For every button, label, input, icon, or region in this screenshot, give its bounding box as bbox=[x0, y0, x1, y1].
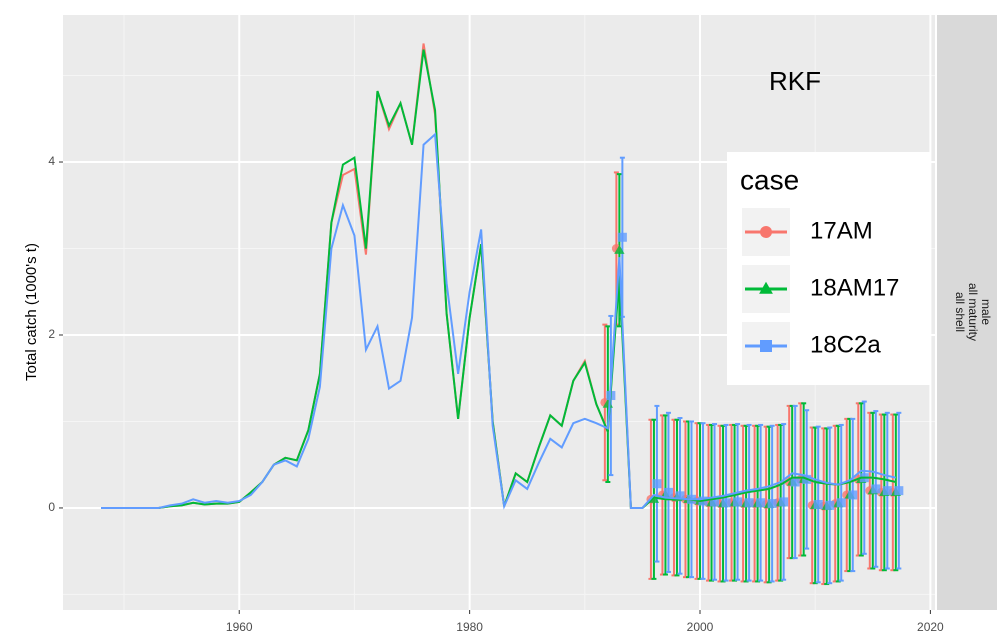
legend-label: 18C2a bbox=[810, 331, 881, 358]
y-axis-label: Total catch (1000's t) bbox=[23, 243, 40, 381]
point bbox=[825, 500, 835, 510]
x-tick-label: 1980 bbox=[456, 620, 483, 634]
legend-label: 17AM bbox=[810, 217, 873, 244]
point bbox=[710, 497, 720, 507]
point bbox=[848, 490, 858, 500]
point bbox=[744, 498, 754, 508]
point bbox=[663, 487, 673, 497]
strip-label: male bbox=[979, 299, 993, 325]
x-tick-label: 2000 bbox=[687, 620, 714, 634]
strip-label: all shell bbox=[953, 292, 967, 332]
y-tick-label: 0 bbox=[48, 500, 55, 514]
point bbox=[652, 479, 662, 489]
annotation: RKF bbox=[769, 66, 821, 96]
legend: case 17AM 18AM17 18C2a bbox=[727, 152, 930, 385]
point bbox=[733, 497, 743, 507]
grid bbox=[63, 15, 935, 610]
marks bbox=[101, 43, 904, 586]
y-tick-label: 2 bbox=[48, 327, 55, 341]
point bbox=[779, 497, 789, 507]
point bbox=[756, 498, 766, 508]
point bbox=[617, 232, 627, 242]
series-line bbox=[101, 132, 897, 510]
point bbox=[675, 491, 685, 501]
point bbox=[767, 499, 777, 509]
strip-label: all maturity bbox=[966, 283, 980, 341]
point bbox=[760, 226, 772, 238]
y-tick-label: 4 bbox=[48, 154, 55, 168]
point bbox=[882, 486, 892, 496]
point bbox=[721, 498, 731, 508]
point bbox=[759, 281, 773, 294]
legend-label: 18AM17 bbox=[810, 274, 899, 301]
strip bbox=[937, 15, 997, 610]
point bbox=[813, 499, 823, 509]
point bbox=[790, 477, 800, 487]
point bbox=[836, 498, 846, 508]
x-tick-label: 2020 bbox=[917, 620, 944, 634]
point bbox=[894, 486, 904, 496]
legend-title: case bbox=[740, 164, 799, 195]
point bbox=[614, 244, 625, 254]
point bbox=[871, 484, 881, 494]
point bbox=[760, 340, 772, 352]
x-tick-label: 1960 bbox=[226, 620, 253, 634]
